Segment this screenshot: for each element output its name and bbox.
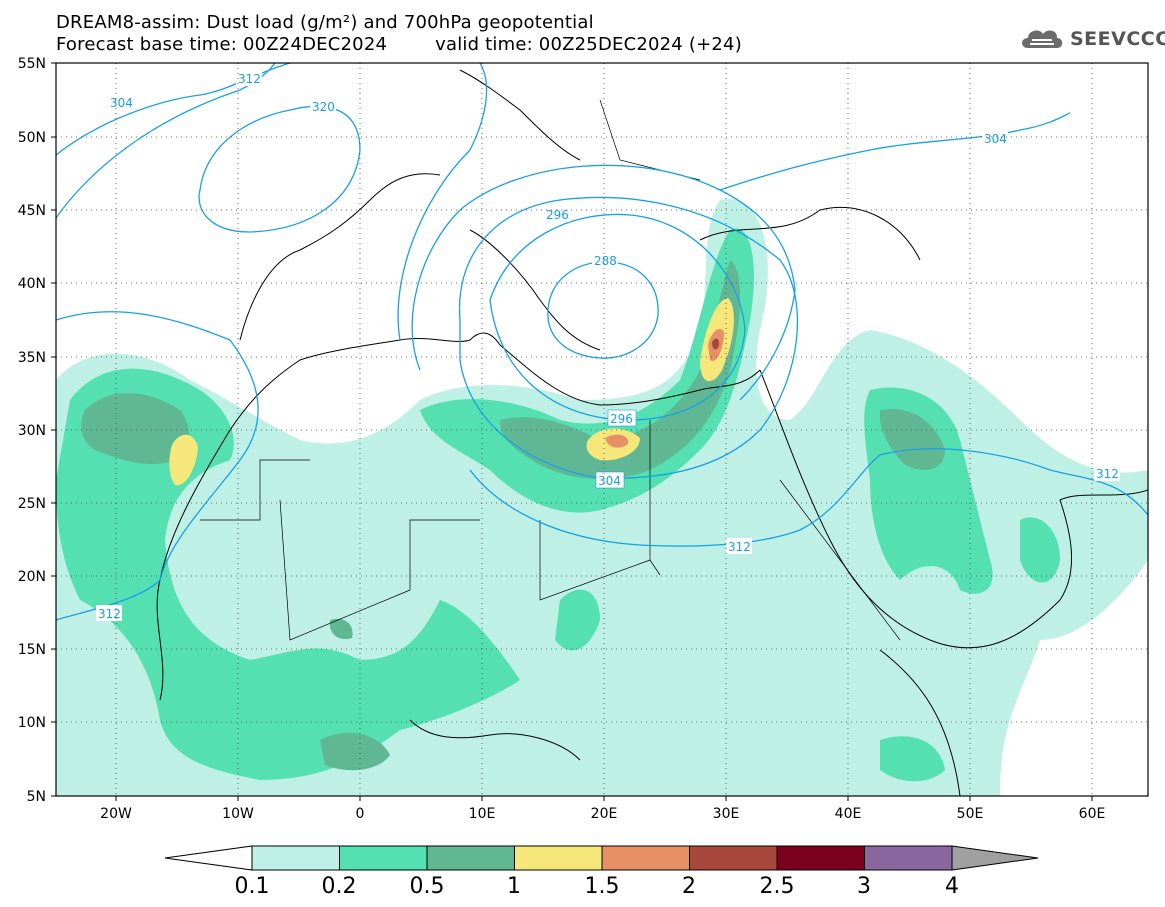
- colorbar-high-arrow: [951, 845, 1039, 871]
- colorbar-tick: 0.1: [235, 874, 270, 899]
- seevccc-logo: SEEVCCC: [1018, 25, 1165, 53]
- lon-label: 50E: [957, 806, 984, 822]
- dust-level-0.5: [81, 260, 945, 771]
- lat-label: 30N: [18, 423, 46, 439]
- cloud-logo-icon: [1022, 30, 1063, 48]
- lon-label: 40E: [835, 806, 862, 822]
- colorbar-low-arrow: [164, 845, 253, 871]
- colorbar-swatch: [776, 845, 865, 871]
- latitude-labels: 55N 50N 45N 40N 35N 30N 25N 20N 15N 10N …: [18, 56, 46, 805]
- lon-label: 20W: [100, 806, 132, 822]
- contour-label: 312: [728, 540, 751, 554]
- colorbar: 0.1 0.2 0.5 1 1.5 2 2.5 3 4: [164, 845, 1039, 899]
- contour-label: 304: [984, 132, 1007, 146]
- lat-label: 50N: [18, 130, 46, 146]
- base-time: Forecast base time: 00Z24DEC2024: [56, 34, 388, 55]
- colorbar-tick: 1: [507, 874, 521, 899]
- lon-label: 10E: [469, 806, 496, 822]
- lon-label: 60E: [1079, 806, 1106, 822]
- colorbar-swatch: [864, 845, 953, 871]
- map-area: 304 320 312 296 288 296 304 312 304 312 …: [56, 63, 1148, 796]
- axis-ticks: [51, 62, 1093, 801]
- lat-label: 10N: [18, 715, 46, 731]
- contour-label: 288: [594, 254, 617, 268]
- colorbar-swatch: [689, 845, 778, 871]
- valid-time: valid time: 00Z25DEC2024 (+24): [435, 34, 742, 55]
- colorbar-tick: 4: [945, 874, 959, 899]
- lat-label: 40N: [18, 276, 46, 292]
- lon-label: 30E: [713, 806, 740, 822]
- lat-label: 20N: [18, 569, 46, 585]
- coastlines: [156, 69, 1148, 796]
- graticule: [56, 63, 1148, 796]
- lat-label: 15N: [18, 642, 46, 658]
- colorbar-tick: 0.5: [410, 874, 445, 899]
- dust-level-2: [712, 338, 720, 350]
- map-title: DREAM8-assim: Dust load (g/m²) and 700hP…: [56, 12, 594, 33]
- colorbar-boxes: [251, 845, 953, 871]
- contour-label: 312: [98, 607, 121, 621]
- colorbar-tick: 0.2: [322, 874, 357, 899]
- colorbar-swatch: [426, 845, 515, 871]
- contour-label: 312: [1096, 467, 1119, 481]
- longitude-labels: 20W 10W 0 10E 20E 30E 40E 50E 60E: [100, 806, 1105, 822]
- lon-label: 0: [356, 806, 365, 822]
- lat-label: 5N: [27, 789, 46, 805]
- colorbar-tick: 3: [857, 874, 871, 899]
- lat-label: 55N: [18, 56, 46, 72]
- lon-label: 10W: [222, 806, 254, 822]
- contour-labels: 304 320 312 296 288 296 304 312 304 312 …: [96, 70, 1120, 621]
- contour-label: 304: [598, 474, 621, 488]
- contour-label: 296: [546, 208, 569, 222]
- colorbar-ticks: 0.1 0.2 0.5 1 1.5 2 2.5 3 4: [235, 874, 960, 899]
- colorbar-swatch: [514, 845, 603, 871]
- lon-label: 20E: [591, 806, 618, 822]
- contour-label: 312: [238, 72, 261, 86]
- colorbar-tick: 1.5: [585, 874, 620, 899]
- lat-label: 25N: [18, 496, 46, 512]
- contour-label: 296: [610, 412, 633, 426]
- colorbar-swatch: [251, 845, 340, 871]
- colorbar-swatch: [601, 845, 690, 871]
- time-info: Forecast base time: 00Z24DEC2024 valid ti…: [56, 35, 742, 55]
- contour-label: 320: [312, 100, 335, 114]
- colorbar-swatch: [339, 845, 428, 871]
- contour-label: 304: [110, 96, 133, 110]
- lat-label: 35N: [18, 350, 46, 366]
- lat-label: 45N: [18, 203, 46, 219]
- colorbar-tick: 2.5: [760, 874, 795, 899]
- logo-text: SEEVCCC: [1070, 28, 1165, 50]
- geopotential-contours: [56, 63, 1148, 621]
- colorbar-tick: 2: [682, 874, 696, 899]
